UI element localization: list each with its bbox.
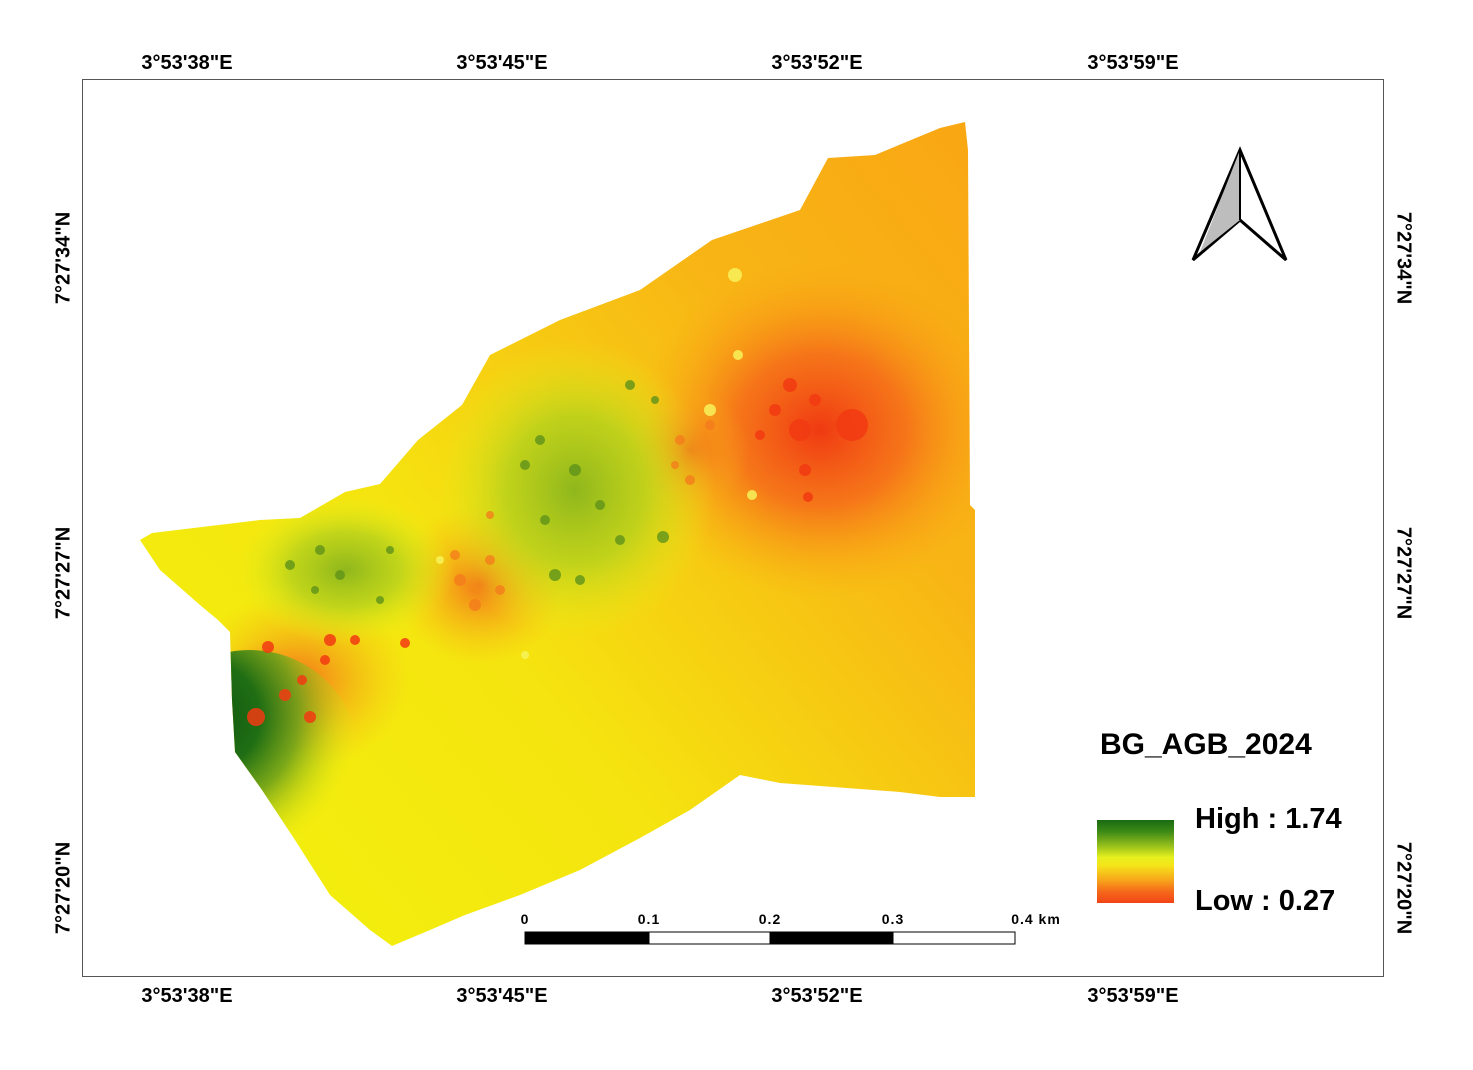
bottom-longitude-label-1: 3°53'38"E [141,985,233,1007]
agb-surface [140,122,975,946]
scale-label-2: 0.2 [758,911,782,927]
scale-label-1: 0.1 [637,911,661,927]
scale-label-4: 0.4 km [1011,911,1061,927]
legend-low-label: Low : 0.27 [1195,885,1336,917]
bottom-longitude-label-3: 3°53'52"E [771,985,863,1007]
top-longitude-label-4: 3°53'59"E [1087,52,1179,74]
top-longitude-label-3: 3°53'52"E [771,52,863,74]
legend-high-label: High : 1.74 [1195,803,1342,835]
bottom-longitude-label-2: 3°53'45"E [456,985,548,1007]
north-arrow-icon [1191,146,1288,262]
legend-color-ramp [1097,820,1174,903]
map-frame [82,79,1384,977]
legend-title: BG_AGB_2024 [1100,728,1312,761]
scale-bar [524,931,1016,945]
scale-label-3: 0.3 [881,911,905,927]
top-longitude-label-2: 3°53'45"E [456,52,548,74]
top-longitude-label-1: 3°53'38"E [141,52,233,74]
bottom-longitude-label-4: 3°53'59"E [1087,985,1179,1007]
scale-label-0: 0 [520,911,530,927]
